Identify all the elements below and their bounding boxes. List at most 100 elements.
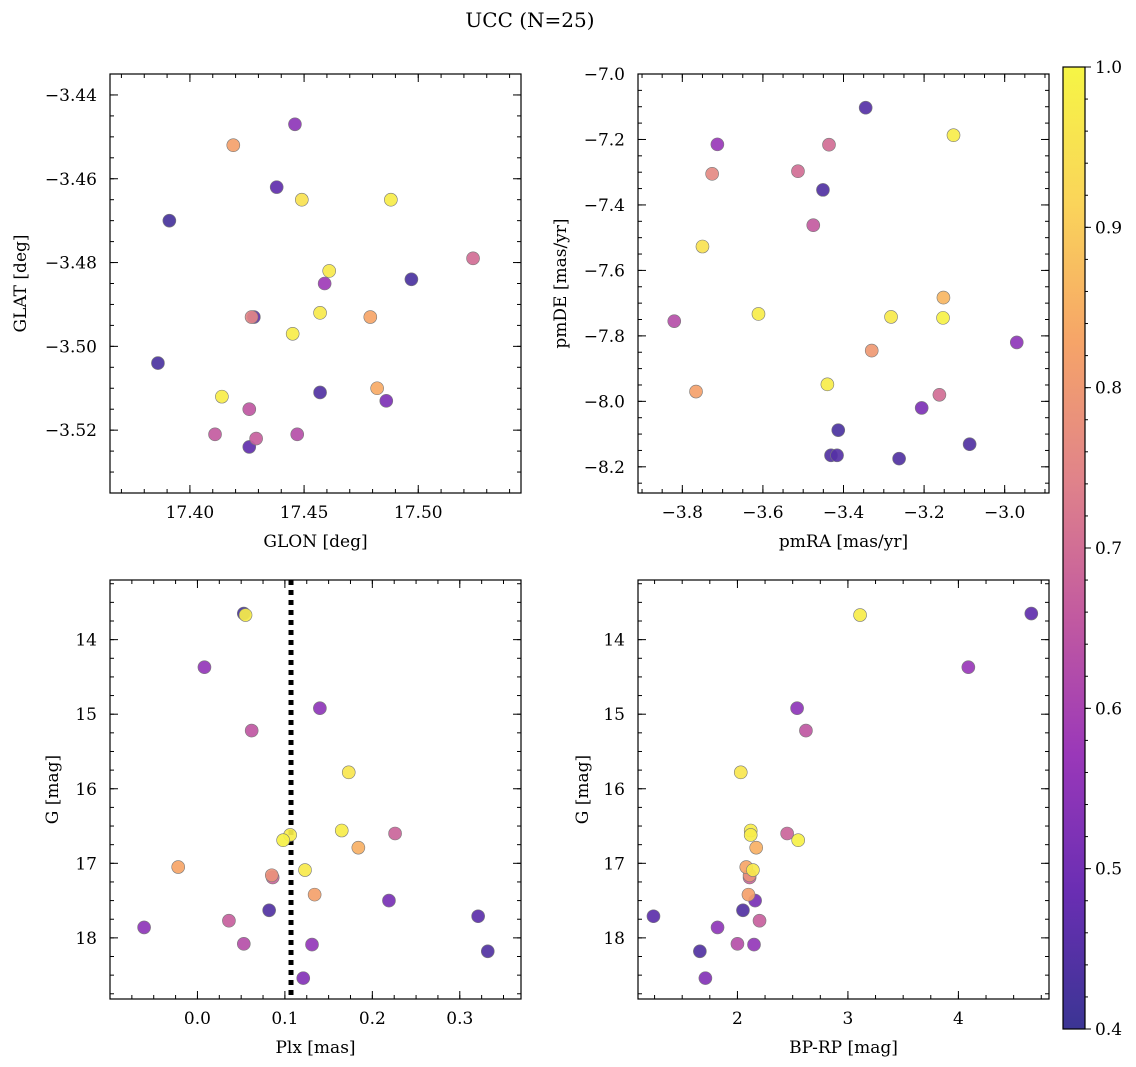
x-tick-label: −3.4: [823, 503, 864, 523]
y-tick-label: −7.0: [584, 65, 625, 85]
scatter-point: [404, 272, 419, 287]
minor-ticks: [110, 73, 521, 494]
scatter-point: [822, 137, 836, 152]
y-tick-label: −3.52: [45, 421, 97, 441]
y-tick-label: −8.0: [584, 392, 625, 412]
x-tick-label: 2: [732, 1009, 743, 1029]
colorbar-tick-label: 0.4: [1095, 1020, 1122, 1040]
x-tick-label: 0.1: [271, 1009, 298, 1029]
scatter-point: [341, 765, 356, 780]
scatter-point: [388, 826, 402, 841]
scatter-point: [313, 306, 327, 320]
scatter-point: [816, 183, 830, 197]
scatter-point: [288, 117, 302, 132]
scatter-point: [262, 903, 276, 918]
plot-frame: [109, 579, 522, 1000]
minor-ticks: [109, 580, 521, 999]
scatter-point: [290, 427, 305, 442]
scatter-point: [236, 937, 251, 951]
scatter-point: [298, 863, 312, 877]
scatter-point: [780, 826, 794, 841]
scatter-point: [334, 823, 349, 838]
y-tick-label: −3.46: [45, 170, 97, 190]
x-tick-label: 17.45: [280, 503, 329, 523]
y-tick-label: 14: [603, 631, 625, 651]
scatter-point: [305, 937, 319, 952]
colorbar-tick-label: 0.6: [1095, 699, 1122, 719]
scatter-point: [480, 944, 495, 959]
scatter-point: [313, 701, 327, 716]
scatter-point: [705, 167, 719, 181]
x-tick-label: −3.0: [984, 503, 1025, 523]
scatter-point: [384, 192, 398, 207]
scatter-point: [162, 213, 177, 228]
panel-color-magnitude: 2 3 4 14 15 16 17 18 BP-RP [mag] G [mag]: [573, 579, 1050, 1058]
scatter-point: [746, 863, 760, 877]
scatter-point: [730, 937, 745, 951]
scatter-point: [269, 180, 284, 194]
scatter-point: [137, 920, 151, 935]
x-tick-label: −3.6: [742, 503, 783, 523]
scatter-point: [242, 402, 257, 417]
scatter-point: [752, 913, 767, 928]
y-tick-label: 17: [75, 854, 97, 874]
figure-title: UCC (N=25): [465, 8, 594, 32]
scatter-point: [961, 660, 976, 675]
scatter-point: [244, 310, 259, 324]
scatter-point: [667, 314, 682, 328]
scatter-point: [276, 833, 290, 847]
y-tick-label: 15: [603, 705, 625, 725]
scatter-point: [370, 381, 384, 396]
x-axis-label: BP-RP [mag]: [789, 1038, 898, 1058]
scatter-point: [197, 660, 212, 675]
x-axis-label: GLON [deg]: [263, 532, 367, 552]
minor-ticks: [638, 580, 1049, 999]
scatter-point: [710, 920, 725, 935]
scatter-point: [853, 608, 867, 622]
x-tick-label: 17.40: [166, 503, 215, 523]
scatter-point: [226, 138, 241, 153]
scatter-point: [215, 389, 229, 404]
scatter-point: [317, 276, 332, 291]
scatter-point: [363, 310, 378, 324]
scatter-point: [693, 944, 707, 959]
scatter-point: [936, 311, 950, 325]
scatter-point: [171, 860, 186, 874]
scatter-points: [646, 606, 1039, 985]
x-tick-label: 17.50: [394, 503, 443, 523]
y-tick-label: −3.44: [45, 86, 97, 106]
plot-frame: [109, 73, 522, 494]
y-tick-label: 16: [75, 780, 97, 800]
scatter-point: [307, 887, 322, 902]
scatter-points: [151, 117, 480, 454]
scatter-point: [1024, 606, 1039, 621]
scatter-point: [646, 909, 661, 924]
x-axis-label: pmRA [mas/yr]: [779, 532, 908, 552]
scatter-point: [1009, 335, 1024, 350]
colorbar-tick-label: 0.8: [1095, 379, 1122, 399]
scatter-point: [962, 437, 977, 452]
y-tick-label: −7.4: [584, 196, 625, 216]
y-axis-label: GLAT [deg]: [11, 234, 31, 332]
scatter-point: [831, 423, 846, 437]
scatter-point: [820, 377, 835, 392]
scatter-points: [137, 580, 495, 999]
scatter-point: [296, 971, 311, 985]
scatter-point: [285, 326, 300, 341]
y-tick-label: −3.48: [45, 254, 97, 274]
scatter-point: [936, 290, 951, 305]
scatter-point: [751, 307, 766, 321]
y-tick-label: −8.2: [584, 458, 625, 478]
scatter-point: [466, 251, 480, 266]
scatter-point: [884, 310, 898, 324]
scatter-point: [791, 833, 806, 847]
y-tick-label: 17: [603, 854, 625, 874]
scatter-point: [747, 937, 761, 952]
y-tick-label: −7.2: [584, 130, 625, 150]
scatter-point: [946, 128, 961, 143]
colorbar-tick-label: 0.5: [1095, 860, 1122, 880]
y-tick-label: −3.50: [45, 337, 97, 357]
x-axis-label: Plx [mas]: [275, 1038, 355, 1058]
y-tick-label: −7.6: [584, 261, 625, 281]
scatter-point: [791, 164, 805, 179]
